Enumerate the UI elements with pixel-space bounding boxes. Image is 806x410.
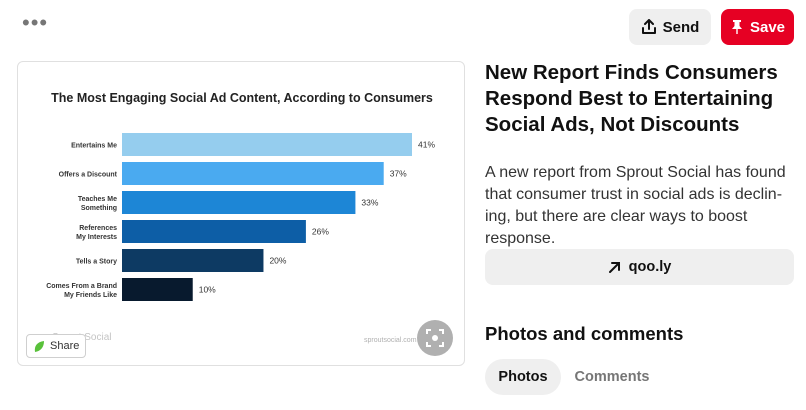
chart-category-label: Offers a Discount [59, 172, 118, 179]
send-label: Send [662, 18, 700, 36]
chart-bar [122, 133, 412, 156]
chart-bar [122, 191, 356, 214]
pin-image[interactable]: The Most Engaging Social Ad Content, Acc… [17, 61, 465, 366]
leaf-icon [34, 340, 44, 352]
chart-value-label: 26% [312, 227, 329, 237]
chart-category-label: Entertains Me [71, 143, 117, 150]
chart-bar [122, 220, 306, 243]
chart-category-label: Teaches Me Something [78, 196, 117, 212]
share-button[interactable]: Share [26, 334, 86, 358]
save-button[interactable]: Save [721, 9, 794, 45]
pin-icon [731, 20, 742, 34]
chart-watermark-right: sproutsocial.com [364, 337, 417, 344]
save-label: Save [749, 18, 786, 36]
source-link-button[interactable]: qoo.ly [485, 249, 794, 285]
chart-category-label: Comes From a Brand My Friends Like [46, 283, 117, 299]
source-link-label: qoo.ly [628, 259, 672, 275]
tab-photos[interactable]: Photos [485, 359, 561, 395]
more-options-button[interactable]: ••• [22, 12, 50, 36]
bar-chart: The Most Engaging Social Ad Content, Acc… [46, 91, 435, 344]
pin-title: New Report Finds Consumers Respond Best … [485, 61, 778, 136]
chart-bar [122, 162, 384, 185]
section-title: Photos and comments [485, 323, 684, 344]
share-label: Share [50, 340, 80, 352]
chart-value-label: 37% [390, 169, 407, 179]
chart-title: The Most Engaging Social Ad Content, Acc… [51, 91, 433, 105]
send-icon [641, 19, 656, 34]
arrow-up-right-icon [608, 261, 620, 273]
chart-value-label: 33% [361, 198, 378, 208]
visual-search-button[interactable] [417, 320, 453, 356]
chart-bar [122, 278, 193, 301]
pin-description: A new report from Sprout Social has foun… [485, 164, 786, 247]
send-button[interactable]: Send [629, 9, 711, 45]
chart-value-label: 10% [199, 285, 216, 295]
tab-comments[interactable]: Comments [574, 369, 650, 385]
chart-bar [122, 249, 264, 272]
lens-icon [426, 329, 444, 347]
chart-category-label: Tells a Story [76, 259, 117, 266]
chart-category-label: References My Interests [76, 225, 117, 241]
chart-value-label: 41% [418, 140, 435, 150]
chart-value-label: 20% [269, 256, 286, 266]
ellipsis-icon: ••• [22, 10, 49, 35]
